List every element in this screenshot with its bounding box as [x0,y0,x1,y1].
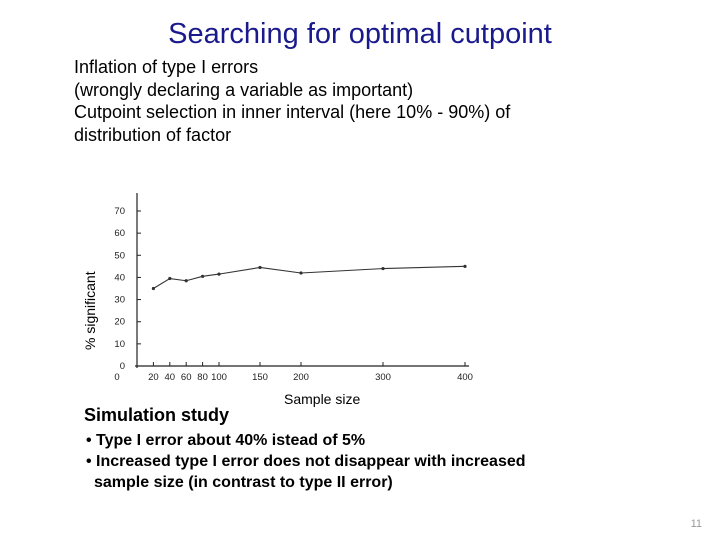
intro-line: Cutpoint selection in inner interval (he… [74,102,511,122]
x-axis-label: Sample size [284,391,361,407]
intro-line: distribution of factor [74,124,232,145]
page-number: 11 [690,518,702,530]
series-line [153,265,466,289]
data-point [299,271,303,275]
x-tick-label: 150 [252,372,268,383]
slide-title: Searching for optimal cutpoint [168,18,552,50]
data-point [168,276,172,281]
simulation-bullets: • Type I error about 40% istead of 5% • … [86,430,706,493]
data-point [184,279,188,283]
x-tick-label: 300 [375,372,391,383]
bullet-item: • Increased type I error does not disapp… [86,453,526,470]
y-tick-label: 10 [114,339,125,350]
x-tick-label: 80 [197,372,208,383]
data-point [201,274,205,278]
intro-text: Inflation of type I errors (wrongly decl… [74,56,674,146]
intro-line: (wrongly declaring a variable as importa… [74,79,414,100]
x-tick-label: 0 [114,372,119,383]
y-tick-label: 20 [114,317,125,328]
x-tick-label: 400 [457,372,473,383]
data-point [463,264,467,268]
data-point [217,272,221,276]
y-tick-label: 40 [114,272,125,283]
data-point [151,286,155,291]
y-tick-label: 50 [114,250,125,261]
x-tick-label: 60 [181,372,192,383]
y-tick-label: 70 [114,206,125,217]
x-tick-label: 100 [211,372,227,383]
data-point [258,265,262,270]
x-tick-label: 200 [293,372,309,383]
data-point [381,266,385,271]
bullet-item: • Type I error about 40% istead of 5% [86,432,366,449]
y-axis-label: % significant [82,271,98,350]
x-tick-label: 40 [165,372,176,383]
y-tick-label: 60 [114,228,125,239]
y-tick-label: 0 [120,361,125,372]
bullet-continuation: sample size (in contrast to type II erro… [94,474,393,491]
line-chart: 0 10 20 30 40 50 60 70 0 20 40 60 80 100 150 200 300 400 [114,193,473,383]
intro-line: Inflation of type I errors [74,57,259,77]
x-tick-label: 20 [148,372,159,383]
chart-background [96,175,478,393]
simulation-heading: Simulation study [84,405,230,425]
y-tick-label: 30 [114,295,125,306]
